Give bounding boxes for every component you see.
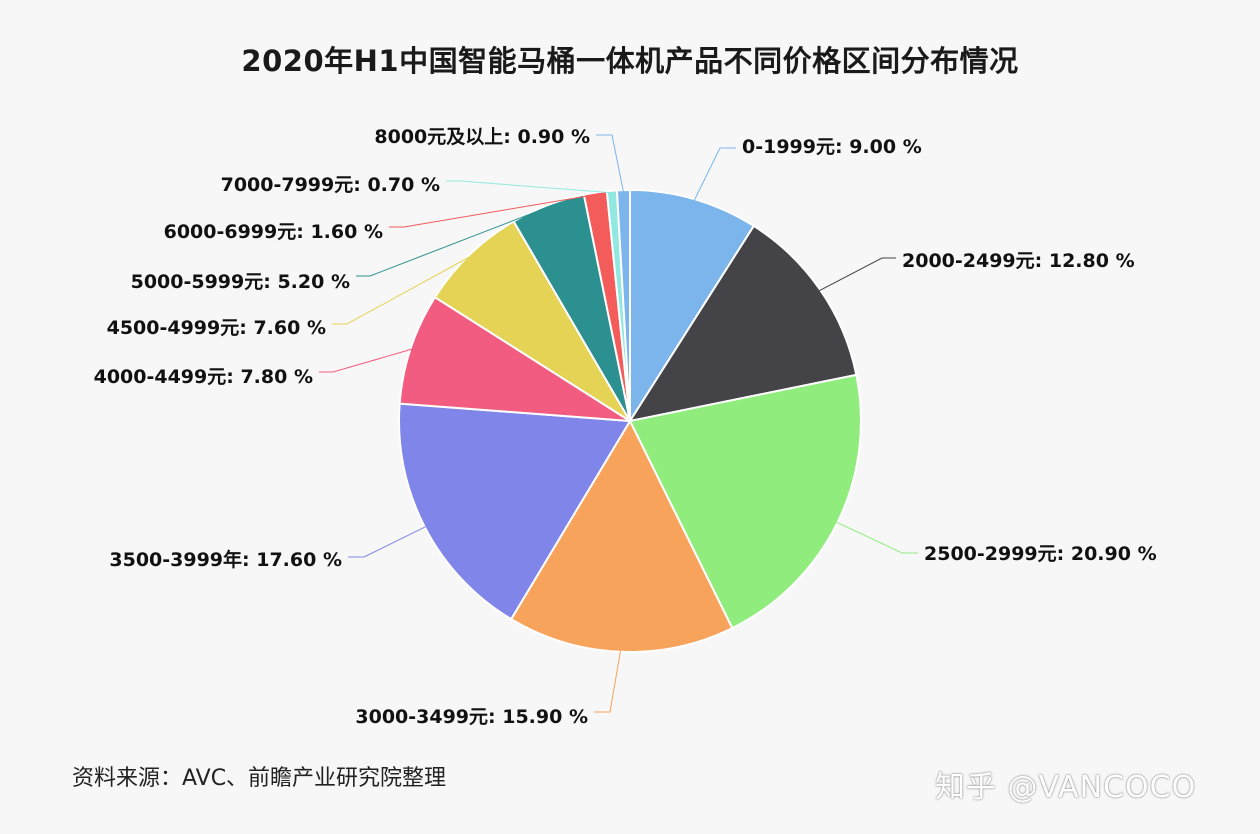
slice-label: 6000-6999元: 1.60 % (164, 221, 383, 243)
source-note: 资料来源：AVC、前瞻产业研究院整理 (72, 766, 447, 791)
leader-line (332, 255, 472, 325)
leader-line (596, 134, 624, 193)
leader-line (835, 521, 918, 554)
leader-line (693, 147, 736, 202)
slice-label: 4000-4499元: 7.80 % (94, 366, 313, 388)
slice-label: 2000-2499元: 12.80 % (902, 250, 1135, 272)
leader-line (446, 180, 613, 194)
pie-slice (398, 295, 631, 422)
slice-label: 3500-3999年: 17.60 % (109, 548, 342, 571)
leader-line (356, 206, 549, 277)
leader-line (594, 649, 622, 713)
slice-label: 3000-3499元: 15.90 % (355, 706, 588, 728)
watermark-text: 知乎 @VANCOCO (935, 770, 1197, 805)
chart-title: 2020年H1中国智能马桶一体机产品不同价格区间分布情况 (241, 44, 1019, 78)
slice-label: 0-1999元: 9.00 % (742, 136, 922, 158)
slice-label: 7000-7999元: 0.70 % (221, 174, 440, 196)
slice-label: 8000元及以上: 0.90 % (374, 126, 590, 148)
leader-line (319, 348, 413, 373)
leader-line (818, 257, 896, 292)
slice-label: 2500-2999元: 20.90 % (924, 543, 1157, 565)
pie-slice (433, 220, 631, 422)
slice-label: 4500-4999元: 7.60 % (107, 317, 326, 339)
leader-line (348, 525, 427, 558)
slice-label: 5000-5999元: 5.20 % (131, 271, 350, 293)
leader-line (389, 194, 596, 228)
